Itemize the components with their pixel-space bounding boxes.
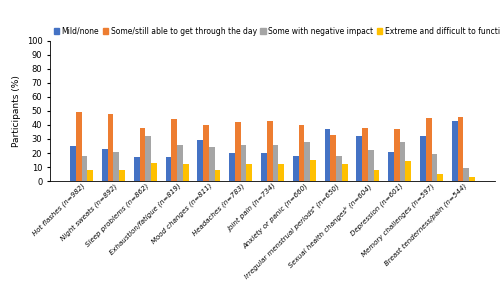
Bar (140, 128, 145, 181)
Bar (102, 149, 108, 181)
Bar (272, 145, 278, 181)
Bar (420, 136, 426, 181)
Bar (134, 157, 140, 181)
Bar (368, 150, 374, 181)
Bar (166, 157, 172, 181)
Bar (214, 170, 220, 181)
Bar (240, 145, 246, 181)
Bar (235, 122, 240, 181)
Bar (203, 125, 209, 181)
Bar (114, 152, 119, 181)
Bar (330, 135, 336, 181)
Bar (356, 136, 362, 181)
Bar (394, 129, 400, 181)
Bar (406, 161, 411, 181)
Bar (88, 170, 93, 181)
Legend: Mild/none, Some/still able to get through the day, Some with negative impact, Ex: Mild/none, Some/still able to get throug… (54, 27, 500, 36)
Bar (336, 156, 342, 181)
Bar (388, 152, 394, 181)
Bar (469, 177, 475, 181)
Bar (452, 121, 458, 181)
Bar (70, 146, 76, 181)
Bar (177, 145, 183, 181)
Bar (324, 129, 330, 181)
Bar (432, 154, 437, 181)
Bar (458, 117, 464, 181)
Bar (209, 147, 214, 181)
Bar (464, 168, 469, 181)
Bar (183, 164, 188, 181)
Bar (267, 121, 272, 181)
Bar (119, 170, 125, 181)
Bar (310, 160, 316, 181)
Bar (198, 140, 203, 181)
Bar (437, 174, 443, 181)
Y-axis label: Participants (%): Participants (%) (12, 75, 21, 147)
Bar (261, 153, 267, 181)
Bar (304, 142, 310, 181)
Bar (400, 142, 406, 181)
Bar (108, 114, 114, 181)
Bar (246, 164, 252, 181)
Bar (82, 156, 87, 181)
Bar (172, 119, 177, 181)
Bar (76, 112, 82, 181)
Bar (374, 170, 380, 181)
Bar (151, 163, 156, 181)
Bar (362, 128, 368, 181)
Bar (298, 125, 304, 181)
Bar (426, 118, 432, 181)
Bar (342, 164, 347, 181)
Bar (278, 164, 284, 181)
Bar (146, 136, 151, 181)
Bar (229, 153, 235, 181)
Bar (293, 156, 298, 181)
